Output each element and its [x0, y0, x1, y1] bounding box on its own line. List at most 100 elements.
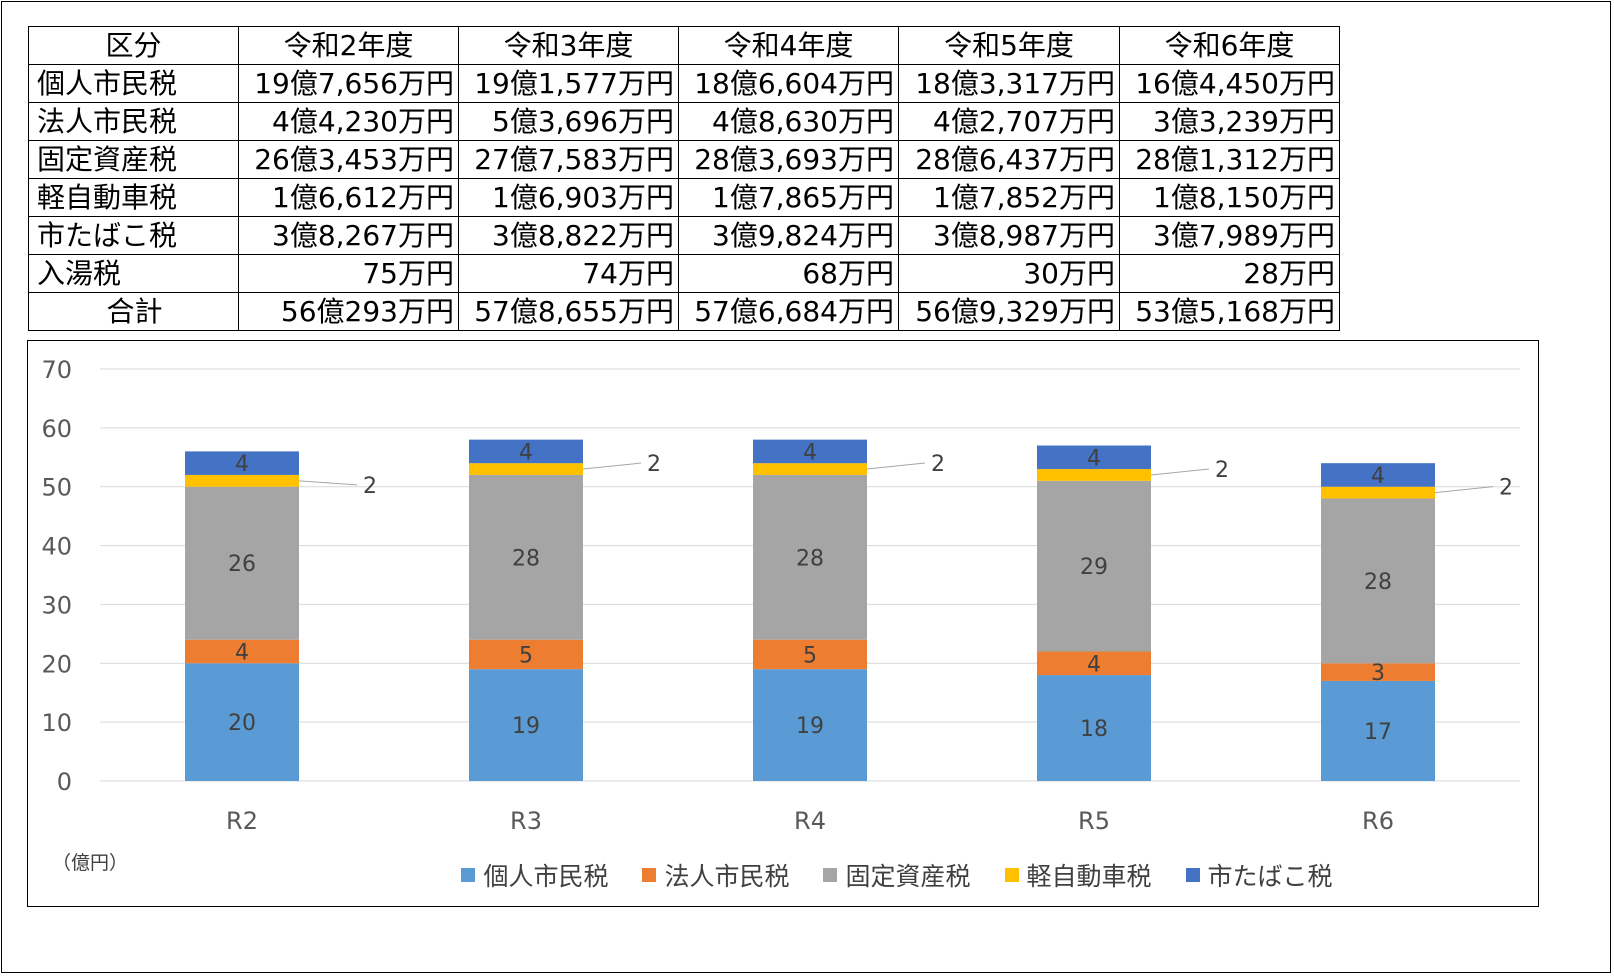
table-total-row: 合計 56億293万円 57億8,655万円 57億6,684万円 56億9,3…: [28, 292, 1340, 331]
data-label: 26: [228, 552, 256, 577]
x-tick-label: R6: [1362, 807, 1394, 835]
table-cell: 4億4,230万円: [238, 102, 459, 141]
table-cell: 26億3,453万円: [238, 140, 459, 179]
data-label: 5: [803, 643, 817, 668]
table-cell: 3億3,239万円: [1119, 102, 1340, 141]
y-tick-label: 20: [41, 650, 72, 678]
x-tick-label: R5: [1078, 807, 1110, 835]
bar-segment: [469, 639, 583, 670]
y-tick-label: 50: [41, 474, 72, 502]
legend-item: 個人市民税: [461, 857, 608, 893]
table-cell: 57億8,655万円: [458, 292, 679, 331]
data-label: 29: [1080, 555, 1108, 580]
bar-segment: [1037, 651, 1151, 676]
x-tick-label: R2: [226, 807, 258, 835]
bar-segment: [753, 669, 867, 781]
header-r6: 令和6年度: [1119, 26, 1340, 65]
legend-item: 法人市民税: [642, 857, 789, 893]
table-cell: 28億1,312万円: [1119, 140, 1340, 179]
table-header-row: 区分 令和2年度 令和3年度 令和4年度 令和5年度 令和6年度: [28, 26, 1340, 65]
table-row: 入湯税 75万円 74万円 68万円 30万円 28万円: [28, 254, 1340, 293]
row-label: 入湯税: [28, 254, 239, 293]
row-label: 固定資産税: [28, 140, 239, 179]
bar-segment: [753, 463, 867, 475]
table-cell: 18億6,604万円: [678, 64, 899, 103]
row-label: 法人市民税: [28, 102, 239, 141]
data-label: 18: [1080, 717, 1108, 742]
data-label: 2: [363, 474, 377, 499]
row-label: 個人市民税: [28, 64, 239, 103]
table-cell: 74万円: [458, 254, 679, 293]
legend-item: 固定資産税: [823, 857, 971, 893]
legend-swatch: [642, 868, 657, 882]
data-label: 19: [512, 714, 540, 739]
table-cell: 30万円: [898, 254, 1120, 293]
x-tick-label: R3: [510, 807, 542, 835]
tax-revenue-table: 区分 令和2年度 令和3年度 令和4年度 令和5年度 令和6年度 個人市民税 1…: [28, 26, 1340, 331]
stacked-bar-chart: 0 10 20 30 40 50 60 70 20 4 26 2 4 R2 19 5 28 2 4 R3 19 5 28 2 4…: [41, 356, 1520, 835]
table-cell: 4億2,707万円: [898, 102, 1120, 141]
bar-segment: [469, 669, 583, 781]
legend-label: 市たばこ税: [1207, 862, 1333, 891]
row-label: 市たばこ税: [28, 216, 239, 255]
table-cell: 57億6,684万円: [678, 292, 899, 331]
table-cell: 28万円: [1119, 254, 1340, 293]
data-label: 17: [1364, 720, 1392, 745]
data-label: 2: [1215, 458, 1229, 483]
table-cell: 16億4,450万円: [1119, 64, 1340, 103]
table-cell: 5億3,696万円: [458, 102, 679, 141]
x-tick-label: R4: [794, 807, 826, 835]
bar-segment: [753, 474, 867, 640]
legend-label: 法人市民税: [664, 862, 790, 891]
callout-line: [298, 480, 358, 486]
data-label: 2: [647, 452, 661, 477]
bar-segment: [1321, 680, 1435, 781]
bar-segment: [1037, 675, 1151, 781]
data-label: 4: [1371, 464, 1385, 489]
header-r3: 令和3年度: [458, 26, 679, 65]
bar-segment: [469, 439, 583, 464]
table-cell: 56億9,329万円: [898, 292, 1120, 331]
bar-segment: [185, 474, 299, 487]
bar-segment: [469, 463, 583, 475]
y-tick-label: 60: [41, 415, 72, 443]
table-cell: 75万円: [238, 254, 459, 293]
data-label: 4: [235, 641, 249, 666]
data-label: 19: [796, 714, 824, 739]
legend-label: 個人市民税: [483, 862, 609, 891]
bar-segment: [1321, 663, 1435, 681]
bar-segment: [185, 663, 299, 781]
table-row: 軽自動車税 1億6,612万円 1億6,903万円 1億7,865万円 1億7,…: [28, 178, 1340, 217]
table-cell: 19億1,577万円: [458, 64, 679, 103]
legend-label: 軽自動車税: [1026, 862, 1152, 891]
y-tick-label: 0: [57, 768, 72, 796]
table-cell: 3億8,822万円: [458, 216, 679, 255]
header-r4: 令和4年度: [678, 26, 899, 65]
table-cell: 28億3,693万円: [678, 140, 899, 179]
table-cell: 3億8,267万円: [238, 216, 459, 255]
bar-segment: [753, 639, 867, 670]
data-label: 28: [1364, 570, 1392, 595]
table-cell: 19億7,656万円: [238, 64, 459, 103]
bar-segment: [185, 486, 299, 640]
chart-legend: 個人市民税 法人市民税 固定資産税 軽自動車税 市たばこ税: [0, 857, 1614, 893]
legend-item: 軽自動車税: [1004, 857, 1152, 893]
chart-area: 0 10 20 30 40 50 60 70 20 4 26 2 4 R2 19 5 28 2 4 R3 19 5 28 2 4…: [27, 340, 1539, 907]
data-label: 28: [796, 546, 824, 571]
y-tick-label: 40: [41, 533, 72, 561]
callout-line: [866, 462, 926, 470]
bar-segment: [1037, 469, 1151, 481]
table-cell: 27億7,583万円: [458, 140, 679, 179]
table-cell: 1億6,903万円: [458, 178, 679, 217]
bar-segment: [185, 639, 299, 664]
data-label: 4: [1087, 446, 1101, 471]
bar-segment: [185, 451, 299, 475]
table-cell: 1億8,150万円: [1119, 178, 1340, 217]
header-r2: 令和2年度: [238, 26, 459, 65]
callout-line: [1150, 468, 1210, 476]
table-cell: 1億6,612万円: [238, 178, 459, 217]
data-label: 28: [512, 546, 540, 571]
bar-segment: [469, 474, 583, 640]
bar-segment: [1321, 486, 1435, 499]
data-label: 4: [1087, 652, 1101, 677]
